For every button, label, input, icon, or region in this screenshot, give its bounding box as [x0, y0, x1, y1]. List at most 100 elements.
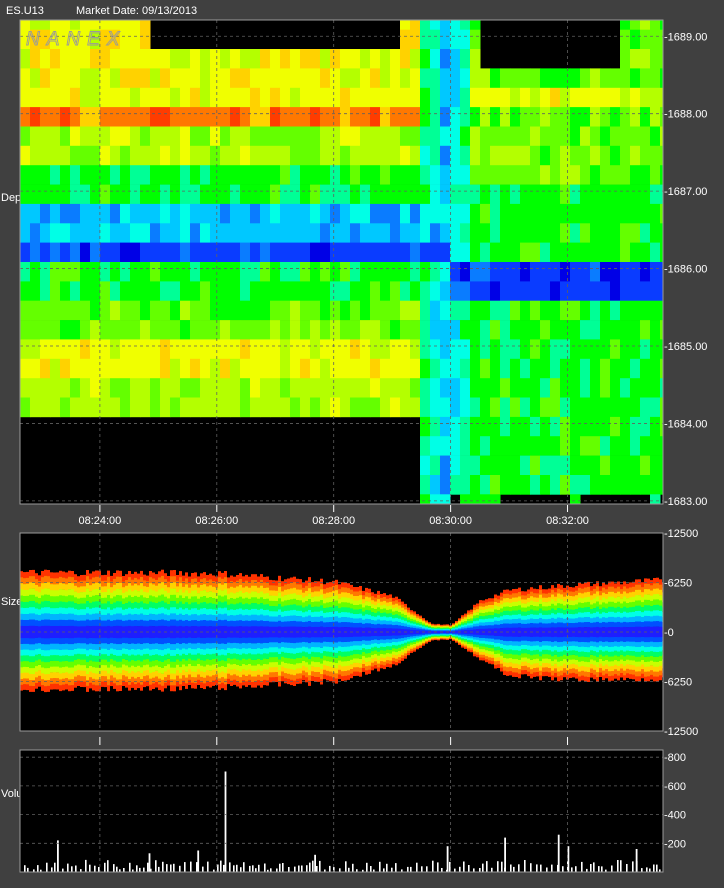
depth-cell — [650, 339, 661, 360]
depth-cell — [370, 378, 381, 398]
size-bid-band — [392, 608, 395, 612]
size-ask-band — [203, 677, 206, 684]
size-ask-band — [335, 657, 338, 664]
size-bid-band — [95, 570, 98, 577]
size-bid-band — [29, 588, 32, 596]
size-ask-band — [434, 635, 437, 637]
size-bid-band — [452, 624, 455, 626]
depth-cell — [660, 145, 663, 166]
depth-cell — [570, 262, 581, 282]
size-ask-band — [497, 664, 500, 668]
depth-cell — [320, 339, 331, 360]
size-bid-band — [50, 584, 53, 591]
size-ask-band — [293, 674, 296, 681]
size-ask-band — [206, 632, 209, 638]
size-ask-band — [20, 667, 23, 674]
size-bid-band — [164, 620, 167, 627]
size-bid-band — [407, 619, 410, 623]
depth-cell — [240, 107, 251, 127]
size-bid-band — [161, 575, 164, 583]
size-bid-band — [539, 608, 542, 614]
size-bid-band — [146, 581, 149, 588]
size-bid-band — [437, 624, 440, 626]
depth-cell — [430, 29, 441, 50]
depth-cell — [610, 145, 621, 166]
size-bid-band — [236, 597, 239, 604]
size-ask-band — [23, 655, 26, 662]
size-ask-band — [395, 635, 398, 639]
size-bid-band — [167, 609, 170, 616]
size-bid-band — [275, 606, 278, 612]
size-ask-band — [116, 679, 119, 686]
size-ask-band — [377, 663, 380, 668]
size-ask-band — [494, 653, 497, 658]
size-bid-band — [350, 622, 353, 628]
size-bid-band — [134, 589, 137, 597]
size-ask-band — [305, 672, 308, 678]
size-ask-band — [83, 675, 86, 682]
size-ask-band — [20, 643, 23, 650]
depth-cell — [440, 165, 451, 185]
size-ask-band — [431, 633, 434, 635]
size-bid-band — [554, 618, 557, 624]
size-bid-band — [194, 590, 197, 597]
depth-cell — [440, 339, 451, 360]
size-ask-band — [431, 632, 434, 634]
depth-cell — [570, 416, 581, 437]
size-bid-band — [188, 626, 191, 633]
size-ask-band — [452, 632, 455, 635]
size-ask-band — [158, 649, 161, 656]
size-ask-band — [23, 637, 26, 644]
depth-cell — [440, 29, 451, 50]
depth-cell — [490, 203, 501, 224]
depth-cell — [590, 242, 601, 263]
size-ask-band — [386, 632, 389, 636]
depth-cell — [200, 397, 211, 418]
depth-cell — [250, 378, 261, 398]
size-bid-band — [392, 601, 395, 605]
size-ask-band — [452, 639, 455, 641]
size-ask-band — [281, 666, 284, 672]
size-bid-band — [230, 609, 233, 616]
depth-cell — [470, 107, 481, 127]
depth-cell — [160, 223, 171, 243]
size-bid-band — [452, 629, 455, 631]
depth-cell — [310, 68, 321, 89]
depth-cell — [30, 68, 41, 89]
size-ask-band — [47, 673, 50, 680]
depth-cell — [380, 300, 391, 321]
size-ask-band — [107, 667, 110, 674]
size-ask-band — [416, 640, 419, 643]
size-bid-band — [542, 619, 545, 624]
size-ask-band — [272, 632, 275, 638]
depth-cell — [410, 49, 421, 69]
depth-cell — [390, 49, 401, 69]
size-ask-band — [506, 671, 509, 676]
size-ask-band — [44, 673, 47, 681]
size-bid-band — [278, 598, 281, 605]
depth-cell — [220, 165, 231, 185]
size-bid-band — [329, 597, 332, 603]
size-ask-band — [116, 661, 119, 668]
size-ask-band — [269, 637, 272, 643]
size-ask-band — [47, 679, 50, 686]
depth-cell — [320, 107, 331, 127]
depth-cell — [340, 358, 351, 379]
size-bid-band — [47, 576, 50, 583]
depth-cell — [430, 87, 441, 108]
size-bid-band — [527, 627, 530, 633]
size-bid-band — [278, 575, 281, 582]
size-bid-band — [77, 587, 80, 594]
size-ask-band — [113, 660, 116, 667]
size-bid-band — [506, 606, 509, 612]
size-ask-band — [317, 651, 320, 658]
size-ask-band — [71, 649, 74, 656]
depth-cell — [570, 358, 581, 379]
depth-cell — [430, 184, 441, 205]
size-bid-band — [242, 598, 245, 605]
size-bid-band — [266, 587, 269, 594]
depth-cell — [610, 358, 621, 379]
size-ask-band — [227, 632, 230, 638]
size-ask-band — [533, 640, 536, 646]
size-ask-band — [362, 655, 365, 660]
